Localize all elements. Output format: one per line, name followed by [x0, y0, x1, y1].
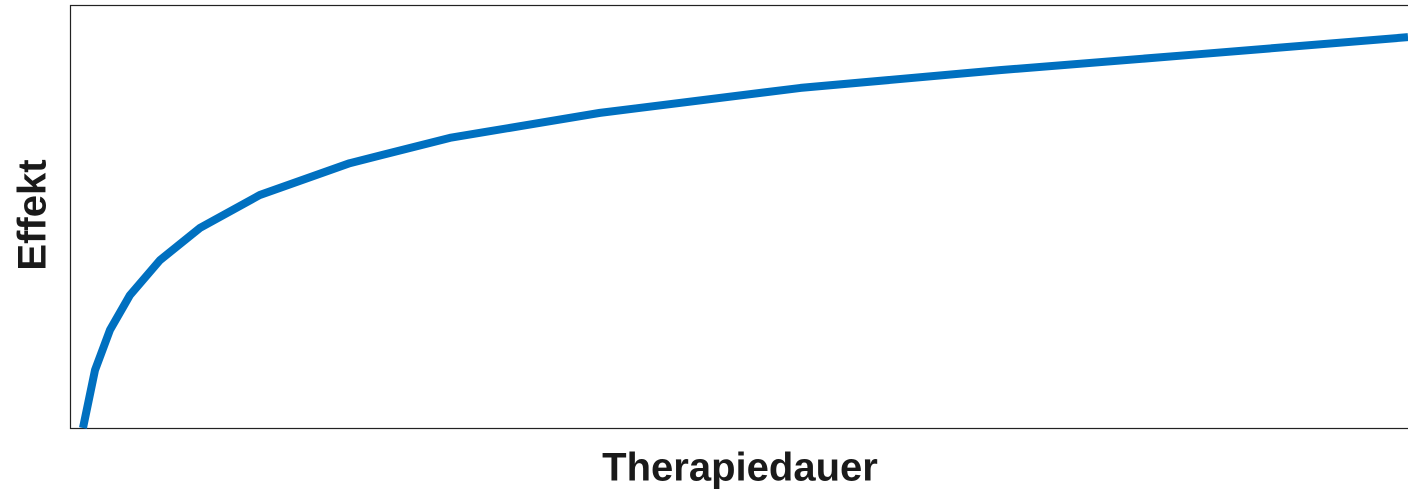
plot-frame: [69, 4, 1408, 430]
line-series: [79, 33, 1408, 429]
x-axis-label: Therapiedauer: [602, 446, 878, 490]
y-axis-label: Effekt: [11, 159, 55, 270]
